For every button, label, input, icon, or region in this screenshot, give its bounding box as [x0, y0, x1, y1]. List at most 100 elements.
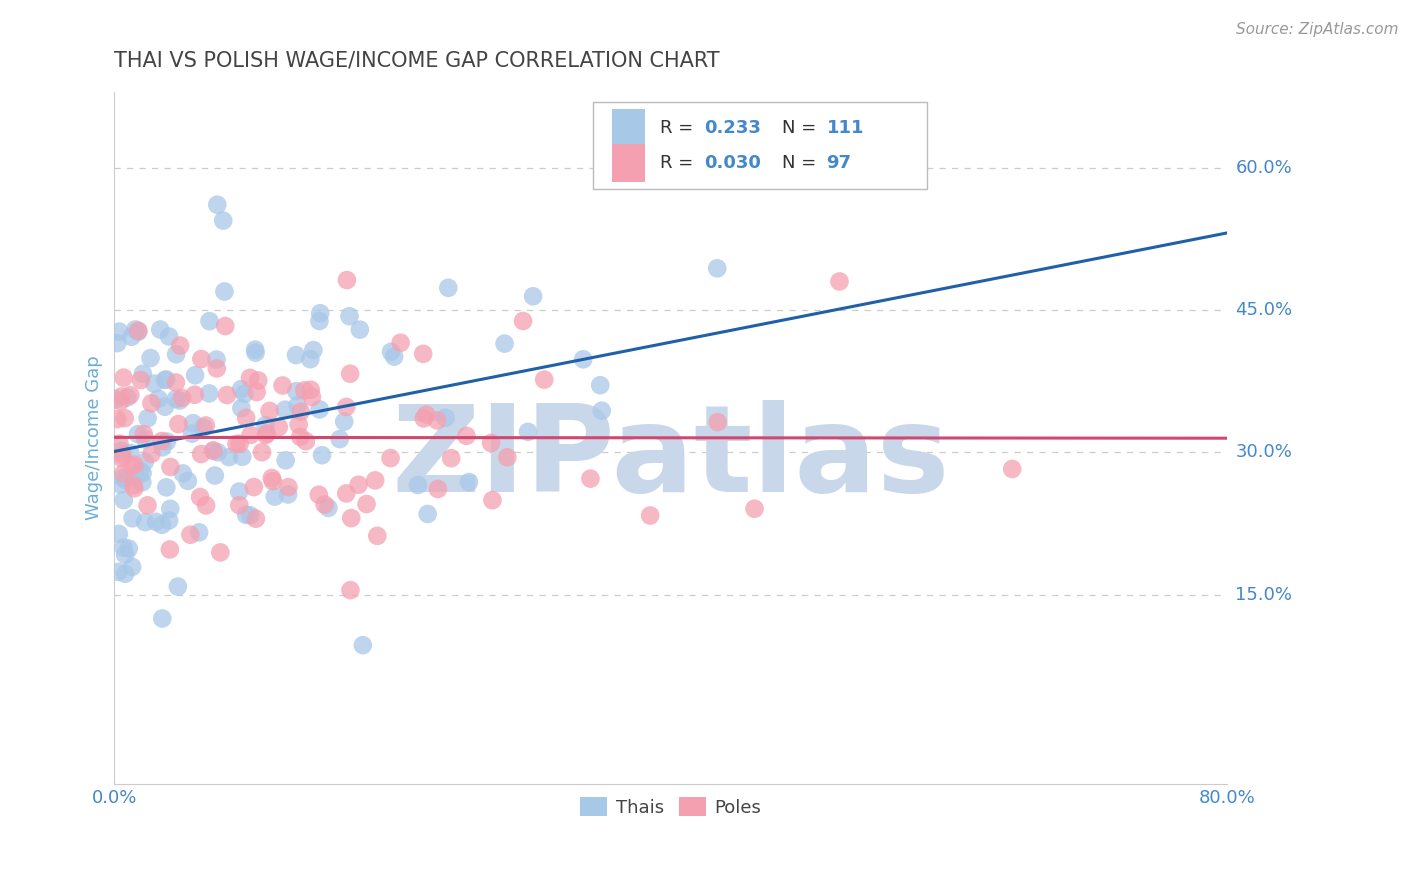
- Point: [159, 501, 181, 516]
- Point: [364, 474, 387, 488]
- Point: [114, 411, 136, 425]
- Point: [156, 434, 179, 449]
- Point: [215, 388, 238, 402]
- Point: [318, 500, 340, 515]
- Point: [190, 447, 212, 461]
- Point: [193, 420, 215, 434]
- Point: [112, 370, 135, 384]
- Point: [131, 475, 153, 490]
- Point: [254, 428, 277, 442]
- Point: [494, 336, 516, 351]
- Point: [157, 329, 180, 343]
- Point: [104, 392, 127, 407]
- Point: [239, 428, 262, 442]
- Point: [243, 480, 266, 494]
- Point: [406, 478, 429, 492]
- Point: [184, 368, 207, 383]
- Point: [235, 410, 257, 425]
- Point: [290, 430, 312, 444]
- Point: [382, 350, 405, 364]
- Bar: [612, 144, 645, 182]
- Point: [111, 448, 134, 462]
- Point: [122, 478, 145, 492]
- Point: [458, 475, 481, 489]
- Point: [277, 480, 299, 494]
- Point: [434, 410, 457, 425]
- Point: [245, 511, 267, 525]
- Point: [108, 325, 131, 339]
- Point: [141, 447, 163, 461]
- Point: [426, 482, 449, 496]
- Point: [190, 352, 212, 367]
- Point: [169, 338, 191, 352]
- Point: [380, 451, 402, 466]
- Point: [110, 394, 132, 409]
- Point: [228, 484, 250, 499]
- Point: [311, 448, 333, 462]
- Point: [120, 388, 142, 402]
- Text: Source: ZipAtlas.com: Source: ZipAtlas.com: [1236, 22, 1399, 37]
- Point: [121, 511, 143, 525]
- Point: [136, 411, 159, 425]
- Point: [340, 511, 363, 525]
- Point: [136, 499, 159, 513]
- Point: [124, 322, 146, 336]
- Point: [347, 477, 370, 491]
- Point: [339, 583, 361, 598]
- Point: [165, 392, 187, 406]
- Text: 111: 111: [827, 119, 865, 136]
- Point: [169, 393, 191, 408]
- Point: [335, 400, 357, 414]
- Point: [177, 474, 200, 488]
- Point: [214, 285, 236, 299]
- Text: R =: R =: [659, 119, 699, 136]
- Point: [352, 638, 374, 652]
- Point: [440, 451, 463, 466]
- Text: N =: N =: [782, 119, 823, 136]
- Point: [336, 273, 359, 287]
- Point: [277, 487, 299, 501]
- Point: [117, 391, 139, 405]
- Point: [127, 324, 149, 338]
- Point: [245, 345, 267, 359]
- Text: THAI VS POLISH WAGE/INCOME GAP CORRELATION CHART: THAI VS POLISH WAGE/INCOME GAP CORRELATI…: [114, 51, 720, 70]
- Point: [131, 466, 153, 480]
- Point: [287, 417, 309, 432]
- Point: [159, 542, 181, 557]
- Point: [110, 389, 132, 403]
- Point: [108, 527, 131, 541]
- Point: [828, 275, 851, 289]
- Point: [188, 490, 211, 504]
- Point: [250, 445, 273, 459]
- Point: [287, 398, 309, 412]
- Point: [124, 470, 146, 484]
- Point: [243, 343, 266, 357]
- Text: 0.030: 0.030: [704, 154, 761, 172]
- Point: [127, 325, 149, 339]
- Point: [167, 417, 190, 431]
- Point: [308, 402, 330, 417]
- Point: [228, 437, 250, 451]
- Point: [145, 515, 167, 529]
- Point: [456, 429, 478, 443]
- Point: [706, 415, 728, 429]
- Point: [143, 376, 166, 391]
- Point: [152, 440, 174, 454]
- Point: [167, 580, 190, 594]
- Point: [134, 433, 156, 447]
- Point: [299, 383, 322, 397]
- Point: [112, 467, 135, 481]
- Point: [141, 396, 163, 410]
- Point: [134, 455, 156, 469]
- Point: [207, 197, 229, 211]
- Point: [349, 323, 371, 337]
- Point: [295, 434, 318, 449]
- Point: [112, 541, 135, 555]
- Point: [299, 352, 322, 367]
- Point: [309, 306, 332, 320]
- Point: [246, 385, 269, 400]
- Text: 97: 97: [827, 154, 852, 172]
- Point: [202, 443, 225, 458]
- Point: [181, 416, 204, 430]
- Point: [153, 400, 176, 414]
